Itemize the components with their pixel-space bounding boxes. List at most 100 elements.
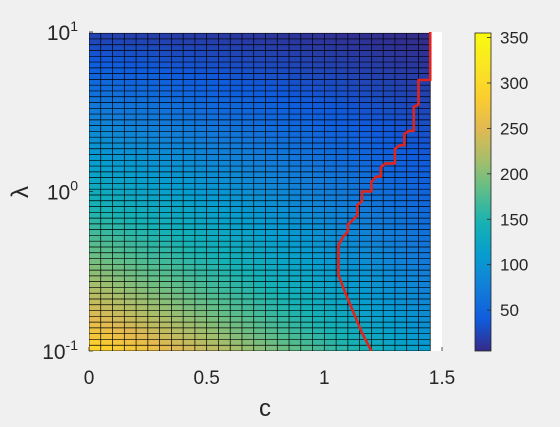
heatmap-cell (230, 44, 243, 51)
heatmap-cell (159, 102, 172, 109)
heatmap-cell (136, 298, 149, 306)
heatmap-cell (89, 200, 102, 207)
heatmap-cell (136, 85, 149, 92)
heatmap-cell (183, 270, 196, 277)
heatmap-cell (206, 166, 219, 173)
heatmap-cell (194, 56, 207, 63)
heatmap-cell (136, 246, 149, 254)
heatmap-cell (347, 85, 360, 92)
heatmap-cell (194, 264, 207, 271)
heatmap-cell (136, 275, 149, 282)
heatmap-cell (194, 108, 207, 115)
heatmap-cell (394, 125, 407, 132)
heatmap-cell (147, 125, 160, 132)
heatmap-cell (324, 90, 337, 98)
heatmap-cell (100, 90, 113, 98)
heatmap-cell (89, 316, 102, 323)
heatmap-cell (124, 316, 137, 323)
heatmap-cell (394, 322, 407, 329)
heatmap-cell (324, 223, 337, 230)
heatmap-cell (277, 148, 290, 155)
heatmap-cell (394, 56, 407, 63)
heatmap-cell (124, 322, 137, 329)
heatmap-cell (136, 264, 149, 271)
heatmap-cell (183, 264, 196, 271)
heatmap-cell (300, 160, 313, 167)
heatmap-cell (136, 200, 149, 207)
heatmap-cell (383, 339, 396, 346)
heatmap-cell (218, 293, 231, 300)
heatmap-cell (300, 281, 313, 288)
heatmap-cell (171, 160, 184, 167)
heatmap-cell (300, 316, 313, 323)
heatmap-cell (383, 50, 396, 57)
heatmap-cell (241, 194, 255, 202)
heatmap-cell (253, 194, 266, 202)
heatmap-cell (347, 327, 360, 334)
heatmap-cell (324, 298, 337, 306)
heatmap-cell (194, 310, 207, 317)
heatmap-cell (406, 194, 419, 202)
heatmap-cell (112, 229, 125, 236)
heatmap-cell (159, 281, 172, 288)
heatmap-cell (347, 131, 360, 138)
heatmap-cell (324, 322, 337, 329)
heatmap-cell (312, 62, 325, 69)
heatmap-cell (336, 38, 349, 46)
heatmap-cell (136, 142, 149, 150)
heatmap-cell (183, 287, 196, 294)
heatmap-cell (241, 148, 255, 155)
heatmap-cell (277, 287, 290, 294)
heatmap-cell (336, 62, 349, 69)
heatmap-cell (300, 293, 313, 300)
heatmap-cell (312, 148, 325, 155)
heatmap-cell (100, 281, 113, 288)
heatmap-cell (371, 73, 384, 80)
heatmap-cell (289, 281, 302, 288)
heatmap-cell (136, 160, 149, 167)
heatmap-cell (312, 73, 325, 80)
heatmap-cell (241, 200, 255, 207)
heatmap-cell (383, 125, 396, 132)
heatmap-cell (265, 218, 278, 225)
heatmap-cell (406, 200, 419, 207)
heatmap-cell (394, 206, 407, 213)
heatmap-cell (112, 194, 125, 202)
heatmap-cell (418, 125, 431, 132)
heatmap-cell (136, 125, 149, 132)
heatmap-cell (112, 270, 125, 277)
heatmap-cell (265, 345, 278, 351)
heatmap-cell (89, 73, 102, 80)
heatmap-cell (406, 50, 419, 57)
heatmap-cell (418, 206, 431, 213)
heatmap-cell (183, 206, 196, 213)
heatmap-cell (406, 293, 419, 300)
heatmap-cell (406, 327, 419, 334)
heatmap-cell (124, 183, 137, 190)
heatmap-cell (359, 90, 372, 98)
heatmap-cell (347, 212, 360, 219)
heatmap-cell (112, 177, 125, 184)
heatmap-cell (347, 50, 360, 57)
heatmap-cell (112, 333, 125, 340)
heatmap-cell (277, 171, 290, 178)
heatmap-cell (347, 287, 360, 294)
heatmap-cell (394, 160, 407, 167)
heatmap-cell (124, 270, 137, 277)
heatmap-cell (100, 258, 113, 265)
heatmap-cell (418, 119, 431, 126)
heatmap-cell (253, 246, 266, 254)
heatmap-cell (383, 218, 396, 225)
heatmap-cell (253, 304, 266, 311)
heatmap-cell (124, 177, 137, 184)
heatmap-cell (112, 235, 125, 242)
heatmap-cell (253, 62, 266, 69)
heatmap-cell (324, 229, 337, 236)
heatmap-cell (159, 33, 172, 40)
heatmap-cell (147, 322, 160, 329)
heatmap-cell (171, 235, 184, 242)
heatmap-cell (359, 114, 372, 121)
heatmap-cell (418, 310, 431, 317)
heatmap-cell (289, 206, 302, 213)
heatmap-cell (218, 189, 231, 196)
